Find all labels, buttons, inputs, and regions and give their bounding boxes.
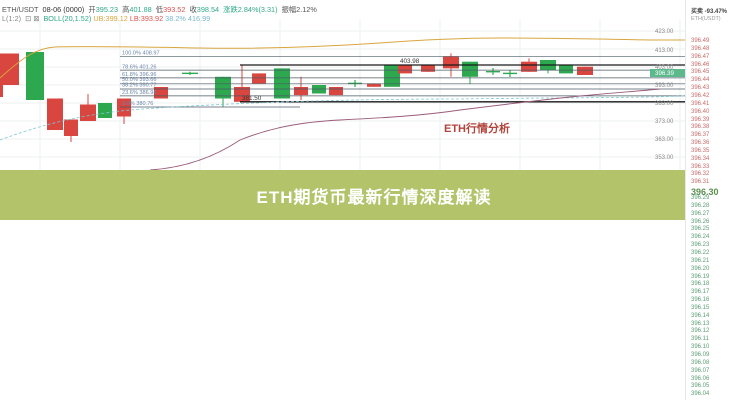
svg-text:353.00: 353.00 bbox=[655, 155, 674, 161]
svg-text:423.00: 423.00 bbox=[655, 29, 674, 35]
svg-text:0.0% 380.76: 0.0% 380.76 bbox=[122, 101, 153, 107]
svg-text:383.00: 383.00 bbox=[655, 101, 674, 107]
svg-text:363.00: 363.00 bbox=[655, 137, 674, 143]
svg-text:38.2% 390.77: 38.2% 390.77 bbox=[122, 83, 157, 89]
svg-text:100.0% 408.97: 100.0% 408.97 bbox=[122, 51, 160, 57]
svg-text:403.98: 403.98 bbox=[400, 58, 420, 65]
svg-text:373.00: 373.00 bbox=[655, 119, 674, 125]
svg-text:ETH行情分析: ETH行情分析 bbox=[444, 121, 510, 135]
svg-text:78.6% 401.26: 78.6% 401.26 bbox=[122, 64, 157, 70]
svg-text:23.6% 386.94: 23.6% 386.94 bbox=[122, 90, 157, 96]
svg-text:413.00: 413.00 bbox=[655, 48, 674, 54]
svg-text:381.50: 381.50 bbox=[242, 95, 262, 102]
svg-text:393.00: 393.00 bbox=[655, 83, 674, 89]
svg-text:396.39: 396.39 bbox=[655, 70, 674, 77]
